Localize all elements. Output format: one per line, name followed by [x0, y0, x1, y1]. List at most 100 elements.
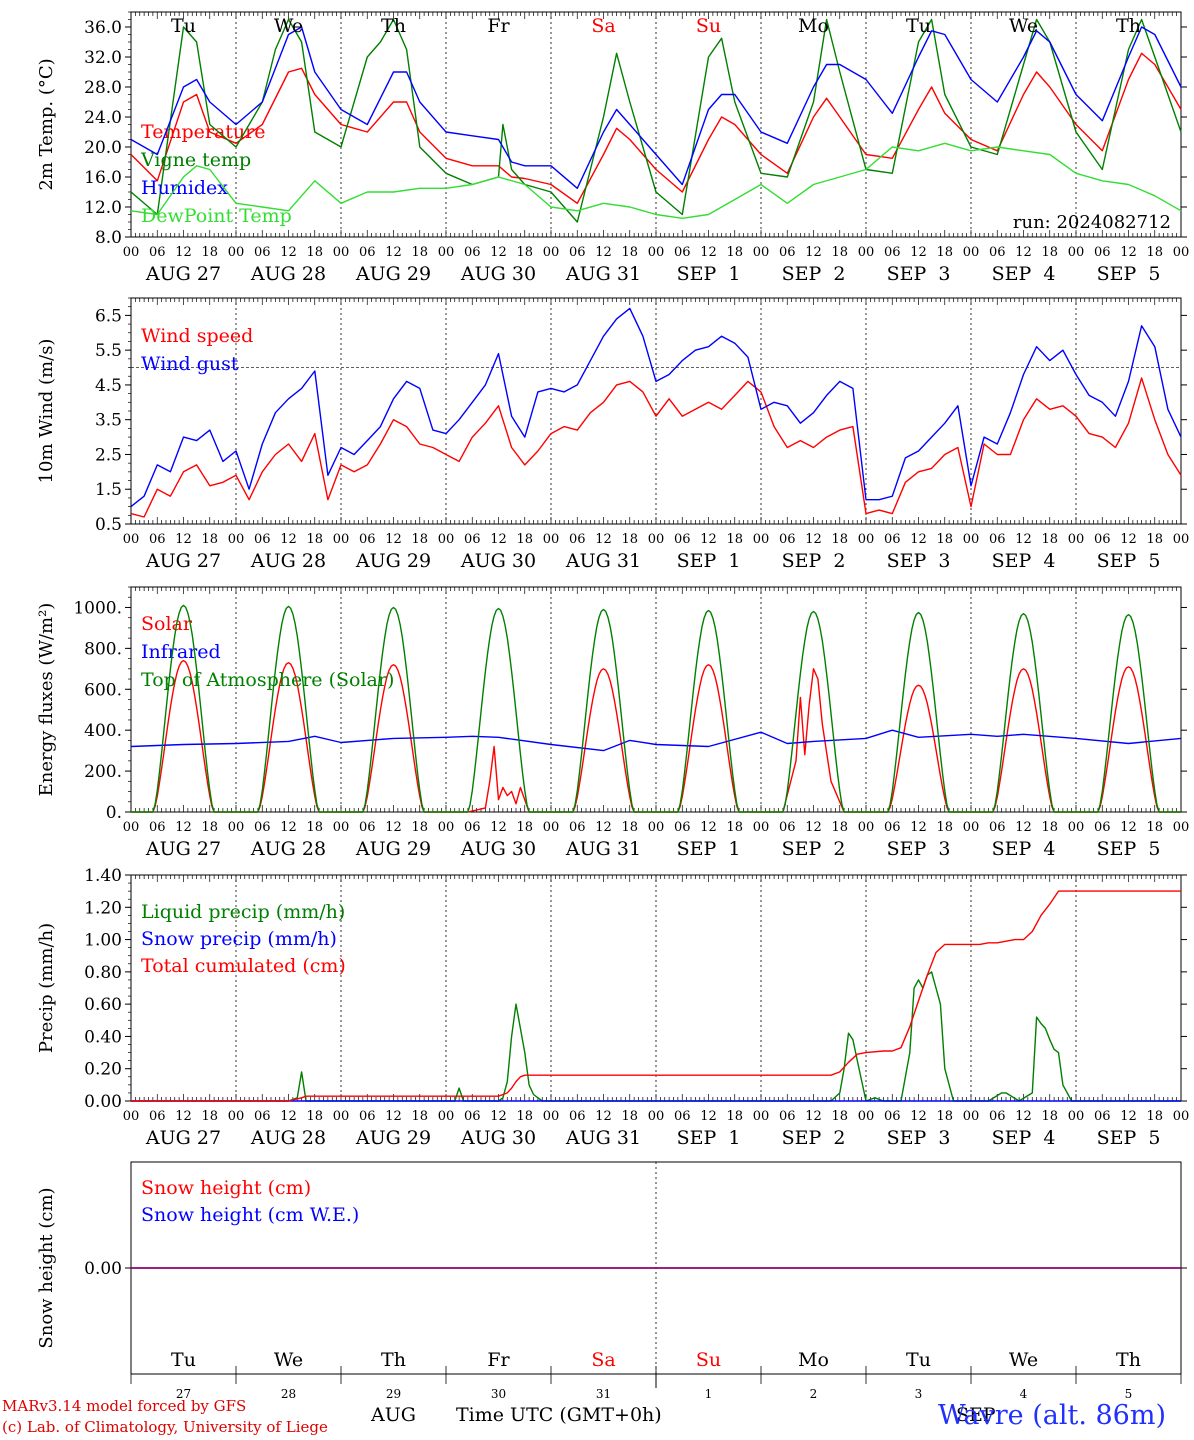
date-label: SEP 3 — [887, 263, 951, 285]
hour-tick-label: 00 — [648, 532, 665, 547]
hour-tick-label: 00 — [753, 532, 770, 547]
hour-tick-label: 18 — [306, 1109, 323, 1124]
hour-tick-label: 06 — [149, 532, 166, 547]
hour-tick-label: 06 — [779, 820, 796, 835]
hour-tick-label: 12 — [280, 820, 297, 835]
hour-tick-label: 00 — [963, 532, 980, 547]
hour-tick-label: 00 — [123, 532, 140, 547]
day-number-label: 1 — [705, 1387, 713, 1401]
series-line-liquid-precip-mm-h- — [131, 971, 1181, 1102]
date-label: SEP 2 — [782, 1127, 846, 1149]
y-tick-label: 1.40 — [84, 866, 122, 886]
date-label: SEP 1 — [677, 263, 741, 285]
hour-tick-label: 12 — [1120, 532, 1137, 547]
hour-tick-label: 00 — [228, 820, 245, 835]
hour-tick-label: 06 — [1094, 1109, 1111, 1124]
y-tick-label: 200. — [84, 762, 122, 782]
weekday-label: Mo — [798, 1349, 829, 1371]
y-tick-label: 6.5 — [95, 306, 122, 326]
hour-tick-label: 18 — [831, 1109, 848, 1124]
hour-tick-label: 00 — [1068, 820, 1085, 835]
hour-tick-label: 00 — [123, 245, 140, 260]
hour-tick-label: 18 — [936, 1109, 953, 1124]
hour-tick-label: 00 — [1068, 245, 1085, 260]
hour-tick-label: 06 — [779, 1109, 796, 1124]
hour-tick-label: 18 — [306, 532, 323, 547]
date-label: AUG 27 — [145, 263, 221, 285]
hour-tick-label: 00 — [438, 820, 455, 835]
y-tick-label: 0.60 — [84, 995, 122, 1015]
hour-tick-label: 18 — [306, 245, 323, 260]
footer-month-sep: SEP — [956, 1404, 996, 1426]
date-label: SEP 4 — [992, 263, 1056, 285]
date-label: AUG 27 — [145, 838, 221, 860]
weekday-label: Th — [1116, 15, 1141, 37]
hour-tick-label: 00 — [1173, 245, 1190, 260]
hour-tick-label: 18 — [411, 820, 428, 835]
date-label: AUG 28 — [250, 1127, 326, 1149]
hour-tick-label: 06 — [674, 245, 691, 260]
hour-tick-label: 00 — [963, 820, 980, 835]
hour-tick-label: 18 — [726, 245, 743, 260]
date-label: SEP 2 — [782, 550, 846, 572]
hour-tick-label: 06 — [674, 1109, 691, 1124]
weekday-label: Tu — [171, 15, 196, 37]
hour-tick-label: 06 — [884, 532, 901, 547]
hour-tick-label: 00 — [333, 245, 350, 260]
legend-entry: Top of Atmosphere (Solar) — [141, 669, 394, 691]
hour-tick-label: 06 — [569, 1109, 586, 1124]
series-line-infrared — [130, 729, 1182, 752]
hour-tick-label: 06 — [149, 820, 166, 835]
weekday-label: Tu — [906, 1349, 931, 1371]
hour-tick-label: 06 — [989, 245, 1006, 260]
legend-entry: DewPoint Temp — [141, 205, 292, 227]
hour-tick-label: 12 — [805, 820, 822, 835]
day-number-label: 30 — [491, 1387, 506, 1401]
hour-tick-label: 12 — [910, 1109, 927, 1124]
hour-tick-label: 12 — [385, 820, 402, 835]
date-label: SEP 3 — [887, 838, 951, 860]
y-tick-label: 0.00 — [84, 1092, 122, 1112]
y-tick-label: 8.0 — [95, 228, 122, 248]
hour-tick-label: 12 — [280, 245, 297, 260]
weekday-label: Mo — [798, 15, 829, 37]
y-tick-label: 0.20 — [84, 1060, 122, 1080]
weekday-label: Su — [696, 1349, 721, 1371]
date-label: AUG 30 — [460, 1127, 536, 1149]
hour-tick-label: 06 — [989, 1109, 1006, 1124]
date-label: AUG 31 — [565, 1127, 641, 1149]
hour-tick-label: 00 — [1068, 532, 1085, 547]
y-tick-label: 1.5 — [95, 480, 122, 500]
footer-month-aug: AUG — [371, 1404, 416, 1426]
hour-tick-label: 06 — [1094, 245, 1111, 260]
hour-tick-label: 06 — [884, 1109, 901, 1124]
date-label: AUG 30 — [460, 263, 536, 285]
y-tick-label: 16.0 — [84, 168, 122, 188]
y-tick-label: 0.40 — [84, 1027, 122, 1047]
weekday-label: Sa — [591, 15, 615, 37]
hour-tick-label: 12 — [280, 532, 297, 547]
hour-tick-label: 12 — [700, 532, 717, 547]
hour-tick-label: 12 — [1015, 245, 1032, 260]
series-line-wind-gust — [130, 307, 1182, 508]
hour-tick-label: 06 — [359, 1109, 376, 1124]
date-label: AUG 27 — [145, 1127, 221, 1149]
series-line-humidex — [130, 26, 1182, 190]
y-tick-label: 20.0 — [84, 138, 122, 158]
hour-tick-label: 18 — [831, 820, 848, 835]
day-number-label: 28 — [281, 1387, 296, 1401]
date-label: AUG 29 — [355, 263, 431, 285]
hour-tick-label: 18 — [621, 245, 638, 260]
hour-tick-label: 00 — [543, 1109, 560, 1124]
day-number-label: 3 — [915, 1387, 923, 1401]
hour-tick-label: 00 — [123, 1109, 140, 1124]
hour-tick-label: 00 — [1068, 1109, 1085, 1124]
y-tick-label: 3.5 — [95, 411, 122, 431]
hour-tick-label: 12 — [1120, 245, 1137, 260]
footer-credit-line1: MARv3.14 model forced by GFS — [2, 1397, 247, 1415]
hour-tick-label: 06 — [464, 1109, 481, 1124]
day-number-label: 31 — [596, 1387, 611, 1401]
day-number-label: 4 — [1020, 1387, 1028, 1401]
station-name: Wavre (alt. 86m) — [938, 1400, 1166, 1431]
hour-tick-label: 06 — [254, 532, 271, 547]
